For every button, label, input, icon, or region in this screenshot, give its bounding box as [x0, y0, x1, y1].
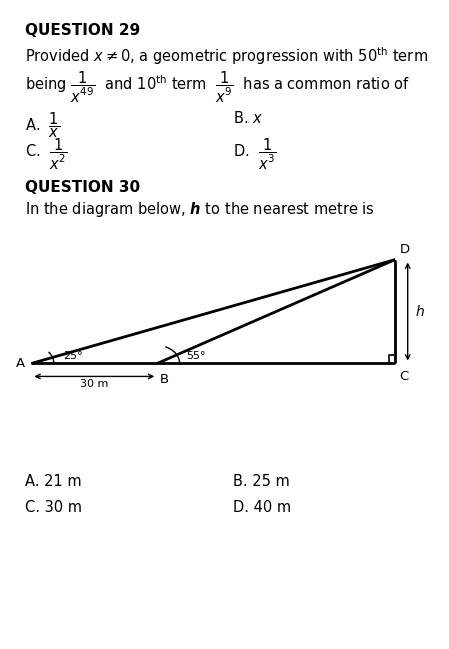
- Text: D. 40 m: D. 40 m: [233, 500, 291, 515]
- Text: 30 m: 30 m: [80, 379, 109, 389]
- Text: h: h: [416, 304, 424, 319]
- Text: being $\dfrac{1}{x^{49}}$  and 10$^{\mathrm{th}}$ term  $\dfrac{1}{x^9}$  has a : being $\dfrac{1}{x^{49}}$ and 10$^{\math…: [25, 70, 410, 105]
- Text: 55°: 55°: [186, 351, 206, 361]
- Text: B: B: [159, 373, 168, 386]
- Text: B. $x$: B. $x$: [233, 110, 264, 127]
- Text: C.  $\dfrac{1}{x^2}$: C. $\dfrac{1}{x^2}$: [25, 136, 67, 171]
- Text: A.  $\dfrac{1}{x}$: A. $\dfrac{1}{x}$: [25, 110, 60, 140]
- Text: D: D: [400, 243, 410, 256]
- Text: D.  $\dfrac{1}{x^3}$: D. $\dfrac{1}{x^3}$: [233, 136, 277, 171]
- Text: QUESTION 30: QUESTION 30: [25, 180, 140, 195]
- Text: Provided $x \neq 0$, a geometric progression with 50$^{\mathrm{th}}$ term: Provided $x \neq 0$, a geometric progres…: [25, 45, 428, 67]
- Text: A: A: [16, 357, 25, 370]
- Text: C. 30 m: C. 30 m: [25, 500, 82, 515]
- Text: 25°: 25°: [63, 351, 83, 361]
- Text: In the diagram below, $\boldsymbol{h}$ to the nearest metre is: In the diagram below, $\boldsymbol{h}$ t…: [25, 200, 374, 219]
- Text: A. 21 m: A. 21 m: [25, 474, 81, 489]
- Text: B. 25 m: B. 25 m: [233, 474, 290, 489]
- Text: C: C: [400, 370, 409, 383]
- Text: QUESTION 29: QUESTION 29: [25, 23, 140, 38]
